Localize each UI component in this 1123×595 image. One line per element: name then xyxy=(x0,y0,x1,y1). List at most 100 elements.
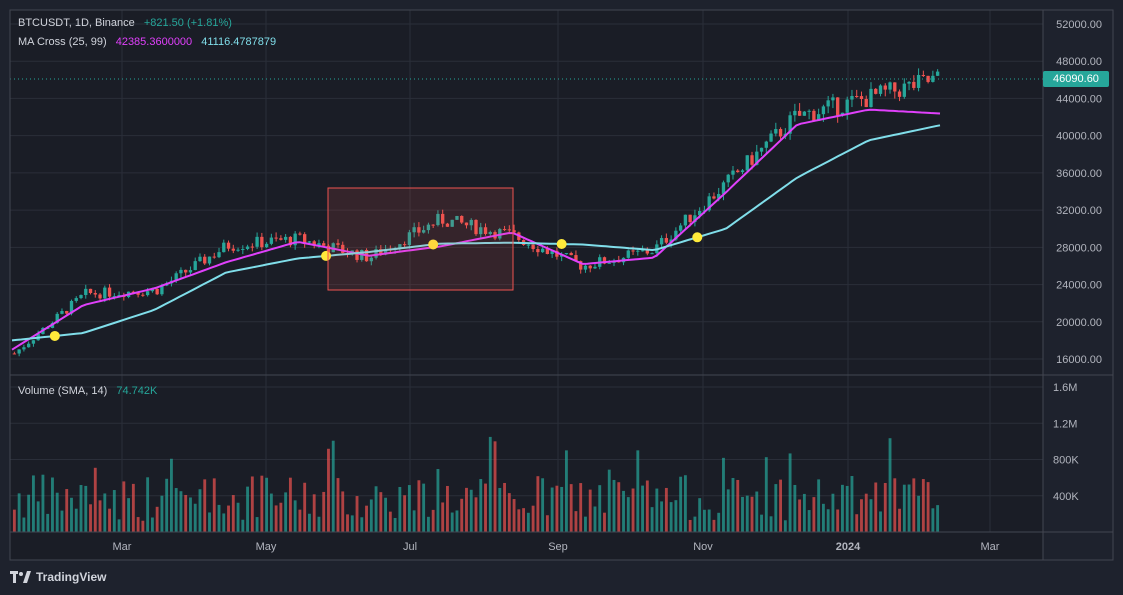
volume-label[interactable]: Volume (SMA, 14) xyxy=(18,385,108,397)
candle-body xyxy=(60,311,64,314)
candle-body xyxy=(260,236,264,248)
volume-bar xyxy=(874,482,878,532)
volume-bar xyxy=(269,493,273,532)
candle-body xyxy=(921,74,926,76)
candle-body xyxy=(398,244,402,250)
candle-body xyxy=(855,95,859,97)
candle-body xyxy=(298,233,302,235)
price-tick-label: 52000.00 xyxy=(1056,19,1102,31)
volume-bar xyxy=(626,497,630,532)
candle-body xyxy=(683,214,688,226)
volume-bar xyxy=(588,489,592,532)
candle-body xyxy=(916,74,921,88)
volume-bar xyxy=(912,478,916,532)
volume-bar xyxy=(831,493,835,532)
tradingview-logo[interactable]: TradingView xyxy=(10,570,106,584)
candle-body xyxy=(174,273,178,281)
candle-body xyxy=(816,114,821,121)
ma-cross-marker[interactable] xyxy=(428,239,439,250)
candle-body xyxy=(731,170,735,175)
candle-body xyxy=(931,75,935,82)
candle-body xyxy=(431,224,435,226)
volume-bar xyxy=(17,493,21,532)
candle-body xyxy=(579,261,583,270)
candle-body xyxy=(112,296,116,298)
candle-body xyxy=(750,155,754,165)
candle-body xyxy=(540,248,545,253)
candle-body xyxy=(241,248,245,250)
volume-bar xyxy=(683,475,687,532)
candle-body xyxy=(307,241,312,243)
volume-bar xyxy=(379,492,383,532)
price-tick-label: 28000.00 xyxy=(1056,242,1102,254)
volume-bar xyxy=(203,479,207,532)
candle-body xyxy=(445,223,450,227)
candle-body xyxy=(674,230,678,240)
candle-body xyxy=(264,243,269,248)
ma-cross-marker[interactable] xyxy=(321,250,332,261)
volume-bar xyxy=(246,486,249,532)
cross-markers xyxy=(10,78,1043,341)
candle-body xyxy=(312,241,316,246)
candle-body xyxy=(103,287,107,299)
candle-body xyxy=(593,266,597,269)
volume-bar xyxy=(584,516,587,532)
candle-body xyxy=(141,294,145,296)
volume-legend[interactable]: Volume (SMA, 14) 74.742K xyxy=(18,385,163,397)
volume-bar xyxy=(284,492,288,532)
volume-bar xyxy=(146,477,150,532)
indicator-legend[interactable]: MA Cross (25, 99) 42385.3600000 41116.47… xyxy=(18,36,282,48)
ma-cross-marker[interactable] xyxy=(556,238,567,249)
volume-bar xyxy=(312,494,316,532)
price-candles xyxy=(12,68,940,357)
volume-bar xyxy=(679,476,683,532)
indicator-label[interactable]: MA Cross (25, 99) xyxy=(18,36,107,48)
volume-bar xyxy=(883,482,887,532)
volume-bar xyxy=(360,517,364,532)
volume-bar xyxy=(46,513,50,532)
candle-body xyxy=(802,111,807,116)
axes: 52000.00 48000.00 44000.00 40000.00 36000.00… xyxy=(9,9,1114,561)
volume-bar xyxy=(579,483,583,532)
candle-body xyxy=(507,229,511,231)
ma-cross-marker[interactable] xyxy=(692,232,703,243)
volume-bar xyxy=(736,479,740,532)
candle-body xyxy=(450,219,454,227)
volume-bar xyxy=(227,505,230,532)
volume-bar xyxy=(688,519,692,532)
candle-body xyxy=(826,100,830,107)
volume-bar xyxy=(731,477,735,532)
volume-bar xyxy=(455,510,459,532)
candle-body xyxy=(631,250,635,252)
candle-body xyxy=(12,353,17,355)
volume-bar xyxy=(879,511,882,532)
volume-bar xyxy=(522,508,526,532)
volume-bar xyxy=(55,492,59,532)
volume-bar xyxy=(112,490,116,532)
volume-bar xyxy=(436,469,440,532)
candle-body xyxy=(736,170,740,173)
volume-bar xyxy=(22,517,26,532)
volume-bar xyxy=(817,479,821,532)
symbol-label[interactable]: BTCUSDT, 1D, Binance xyxy=(18,17,135,29)
highlight-rectangle-drawing[interactable] xyxy=(327,187,514,291)
candle-body xyxy=(698,210,702,216)
volume-bar xyxy=(512,499,516,532)
candle-body xyxy=(160,285,164,295)
candle-body xyxy=(678,225,683,231)
candle-body xyxy=(231,248,235,251)
symbol-legend[interactable]: BTCUSDT, 1D, Binance +821.50 (+1.81%) xyxy=(18,17,238,29)
ma-cross-marker[interactable] xyxy=(49,330,60,341)
candle-body xyxy=(564,253,569,255)
volume-bar xyxy=(531,505,535,532)
volume-bar xyxy=(555,485,559,532)
volume-bar xyxy=(645,480,649,532)
volume-bar xyxy=(669,502,673,532)
volume-bar xyxy=(593,506,597,532)
volume-bar xyxy=(793,484,797,532)
candle-body xyxy=(184,269,188,273)
candle-body xyxy=(117,295,121,297)
candle-body xyxy=(693,215,697,223)
candle-body xyxy=(407,232,412,246)
